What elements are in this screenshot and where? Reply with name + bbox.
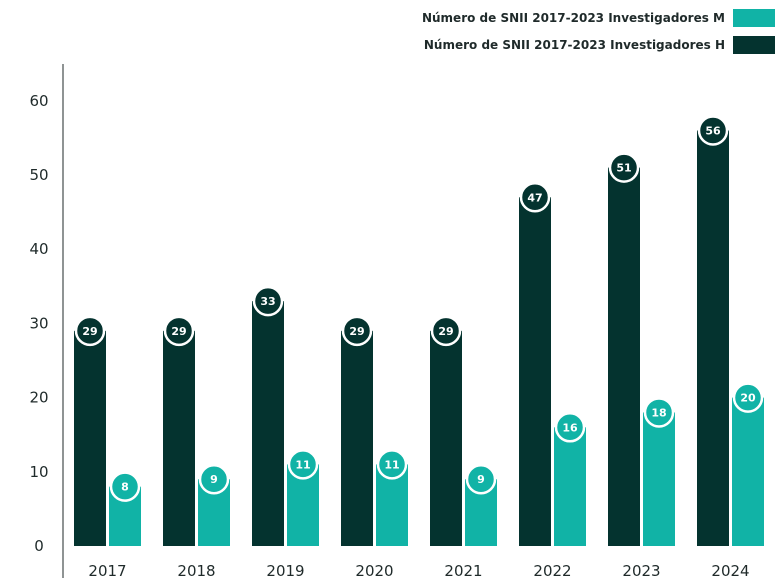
- data-label-marker: [163, 315, 195, 347]
- data-label-marker: [732, 382, 764, 413]
- bar: [732, 397, 764, 546]
- legend-swatch: [733, 9, 775, 27]
- y-axis-ticks: 0 10 20 30 40 50 60: [29, 92, 48, 555]
- data-label-marker: [287, 449, 319, 480]
- x-tick-label: 2017: [88, 562, 126, 579]
- data-label-marker: [465, 463, 497, 495]
- x-tick-label: 2018: [177, 562, 215, 579]
- data-label-marker: [74, 315, 106, 347]
- data-label-marker: [643, 397, 675, 428]
- y-tick-label: 10: [29, 463, 48, 481]
- data-label: 33: [260, 295, 275, 308]
- data-label: 29: [82, 325, 97, 338]
- bars: 29 8 29 9 33 11 29 11 29 9 47 16 51 18 56 20: [74, 115, 764, 547]
- data-label: 51: [616, 162, 631, 175]
- data-label: 18: [651, 406, 666, 419]
- y-tick-label: 50: [29, 166, 48, 184]
- data-label-marker: [697, 115, 729, 146]
- legend-label: Número de SNII 2017-2023 Investigadores …: [424, 38, 725, 52]
- data-label-marker: [554, 412, 586, 443]
- data-label: 8: [121, 481, 129, 494]
- data-label-marker: [198, 463, 230, 495]
- data-label: 9: [210, 473, 218, 486]
- x-tick-label: 2024: [711, 562, 749, 579]
- data-label-marker: [519, 182, 551, 213]
- bar: [74, 330, 106, 546]
- x-tick-label: 2023: [622, 562, 660, 579]
- x-tick-label: 2022: [533, 562, 571, 579]
- data-label-marker: [430, 315, 462, 347]
- data-label: 11: [384, 458, 399, 471]
- x-tick-label: 2021: [444, 562, 482, 579]
- y-tick-label: 30: [29, 314, 48, 332]
- bar: [519, 197, 551, 546]
- x-axis-labels: 2017 2018 2019 2020 2021 2022 2023 2024: [88, 562, 749, 579]
- bar: [643, 412, 675, 546]
- data-label: 29: [171, 325, 186, 338]
- data-label: 56: [705, 124, 721, 137]
- data-label-marker: [376, 449, 408, 480]
- bar: [608, 167, 640, 546]
- x-tick-label: 2020: [355, 562, 393, 579]
- data-label: 20: [740, 392, 756, 405]
- bar: [554, 427, 586, 546]
- data-label-marker: [252, 285, 284, 317]
- bar: [252, 301, 284, 546]
- data-label-marker: [109, 471, 141, 502]
- y-tick-label: 40: [29, 240, 48, 258]
- data-label: 9: [477, 473, 485, 486]
- bar: [697, 130, 729, 547]
- data-label: 16: [562, 421, 578, 434]
- bar: [341, 330, 373, 546]
- x-tick-label: 2019: [266, 562, 304, 579]
- y-tick-label: 60: [29, 92, 48, 110]
- y-tick-label: 0: [34, 537, 44, 555]
- legend-label: Número de SNII 2017-2023 Investigadores …: [422, 11, 725, 25]
- data-label: 47: [527, 191, 542, 204]
- data-label: 11: [295, 458, 310, 471]
- legend-swatch: [733, 36, 775, 54]
- data-label-marker: [608, 152, 640, 183]
- y-tick-label: 20: [29, 389, 48, 407]
- legend: Número de SNII 2017-2023 Investigadores …: [422, 9, 775, 54]
- data-label: 29: [438, 325, 453, 338]
- data-label-marker: [341, 315, 373, 347]
- bar: [163, 330, 195, 546]
- bar: [430, 330, 462, 546]
- data-label: 29: [349, 325, 364, 338]
